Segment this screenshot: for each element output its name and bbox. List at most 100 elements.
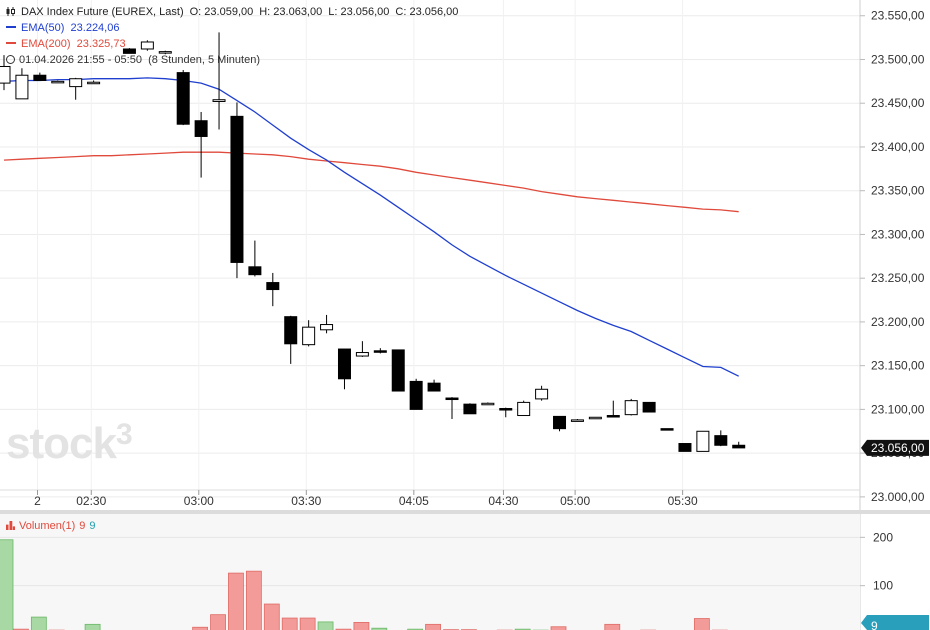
time-range-info: 01.04.2026 21:55 - 05:50 (8 Stunden, 5 M…: [6, 54, 260, 66]
candle: [696, 430, 710, 452]
candle: [588, 416, 602, 420]
volume-tick-label: 200: [873, 530, 893, 544]
candle: [212, 32, 226, 130]
time-tick-label: 2: [34, 494, 41, 508]
price-tick-label: 23.400,00: [871, 140, 925, 154]
ema200-value: 23.325,73: [76, 38, 126, 50]
candle-body: [33, 74, 47, 81]
candle-body: [732, 444, 746, 449]
candle: [337, 348, 351, 390]
candle: [409, 378, 423, 410]
candle: [158, 50, 172, 55]
candle-body: [230, 115, 244, 263]
volume-bar: [210, 614, 226, 630]
clock-icon: [6, 55, 15, 64]
candle: [642, 401, 656, 413]
candle-body: [0, 65, 11, 84]
price-tick-label: 23.300,00: [871, 227, 925, 241]
main-grid: [0, 15, 860, 498]
candle-body: [427, 382, 441, 392]
candle: [176, 69, 190, 126]
stock3-watermark: stock3: [6, 418, 133, 469]
candle-body: [302, 326, 316, 346]
candle-body: [553, 415, 567, 430]
time-tick-label: 03:30: [291, 494, 321, 508]
candle: [51, 80, 65, 84]
candle: [69, 77, 83, 100]
candle: [463, 403, 477, 415]
volume-bar: [281, 617, 298, 630]
volume-grid: [0, 536, 860, 587]
candle-body: [463, 403, 477, 415]
volume-bars-icon: [6, 521, 15, 530]
candle-body: [714, 435, 728, 446]
volume-last-label: 9: [871, 619, 878, 630]
candle-body: [445, 397, 459, 401]
candle-body: [481, 402, 495, 406]
candle-body: [588, 416, 602, 420]
time-axis[interactable]: 2 02:30 03:00 03:30 04:05 04:30 05:00 05:30: [0, 489, 860, 508]
candle: [0, 55, 11, 91]
volume-panel-bg: [0, 514, 860, 630]
ema50-value: 23.224,06: [70, 22, 120, 34]
candle: [15, 68, 29, 100]
candle: [714, 430, 728, 447]
panel-separator[interactable]: [0, 510, 930, 514]
ema200-label: EMA(200): [21, 38, 71, 50]
instrument-name: DAX Index Future (EUREX, Last): [21, 6, 184, 18]
candle-body: [391, 349, 405, 392]
price-axis[interactable]: 23.000,0023.050,0023.100,0023.150,0023.2…: [860, 9, 929, 504]
candle: [660, 428, 674, 431]
candle: [553, 415, 567, 432]
last-price-marker: [861, 439, 929, 456]
candle: [266, 272, 280, 307]
instrument-legend[interactable]: DAX Index Future (EUREX, Last) O: 23.059,…: [6, 6, 464, 18]
candle-body: [355, 352, 369, 357]
candles-layer: [0, 32, 746, 452]
volume-bar: [0, 539, 14, 630]
watermark-text: stock: [6, 419, 117, 468]
price-tick-label: 23.250,00: [871, 271, 925, 285]
time-tick-label: 02:30: [76, 494, 106, 508]
volume-bar: [228, 572, 244, 630]
volume-legend[interactable]: Volumen(1) 9 9: [6, 520, 96, 532]
time-tick-label: 04:05: [399, 494, 429, 508]
candle: [535, 385, 549, 401]
volume-bar: [263, 603, 280, 630]
candle-body: [517, 401, 531, 417]
price-tick-label: 23.450,00: [871, 96, 925, 110]
price-tick-label: 23.150,00: [871, 359, 925, 373]
candle: [624, 398, 638, 416]
volume-axis[interactable]: 100 200 9: [860, 530, 929, 630]
ohlc-low: L: 23.056,00: [328, 6, 390, 18]
ema200-line-layer: [3, 151, 739, 213]
time-tick-label: 05:00: [560, 494, 590, 508]
time-range: 01.04.2026 21:55 - 05:50: [19, 54, 142, 66]
ema200-legend[interactable]: EMA(200) 23.325,73: [6, 38, 126, 50]
candle-body: [535, 388, 549, 400]
candle-body: [570, 419, 584, 422]
candle: [499, 407, 513, 418]
candle-body: [696, 430, 710, 452]
candle-body: [678, 443, 692, 452]
watermark-sup: 3: [115, 418, 133, 451]
time-tick-label: 04:30: [488, 494, 518, 508]
time-duration: (8 Stunden, 5 Minuten): [148, 54, 260, 66]
candle: [230, 102, 244, 279]
candle: [427, 379, 441, 392]
candle-body: [15, 74, 29, 100]
ema50-line-layer: [3, 77, 739, 377]
candle-body: [266, 282, 280, 291]
ema50-swatch: [6, 26, 16, 28]
volume-bar: [317, 621, 334, 630]
ema50-label: EMA(50): [21, 22, 65, 34]
ema50-legend[interactable]: EMA(50) 23.224,06: [6, 22, 119, 34]
candle: [248, 240, 262, 277]
time-tick-label: 05:30: [668, 494, 698, 508]
candle-body: [606, 415, 620, 418]
volume-bar: [84, 623, 101, 630]
candle: [445, 397, 459, 420]
time-grid: [37, 0, 684, 490]
price-tick-label: 23.500,00: [871, 52, 925, 66]
